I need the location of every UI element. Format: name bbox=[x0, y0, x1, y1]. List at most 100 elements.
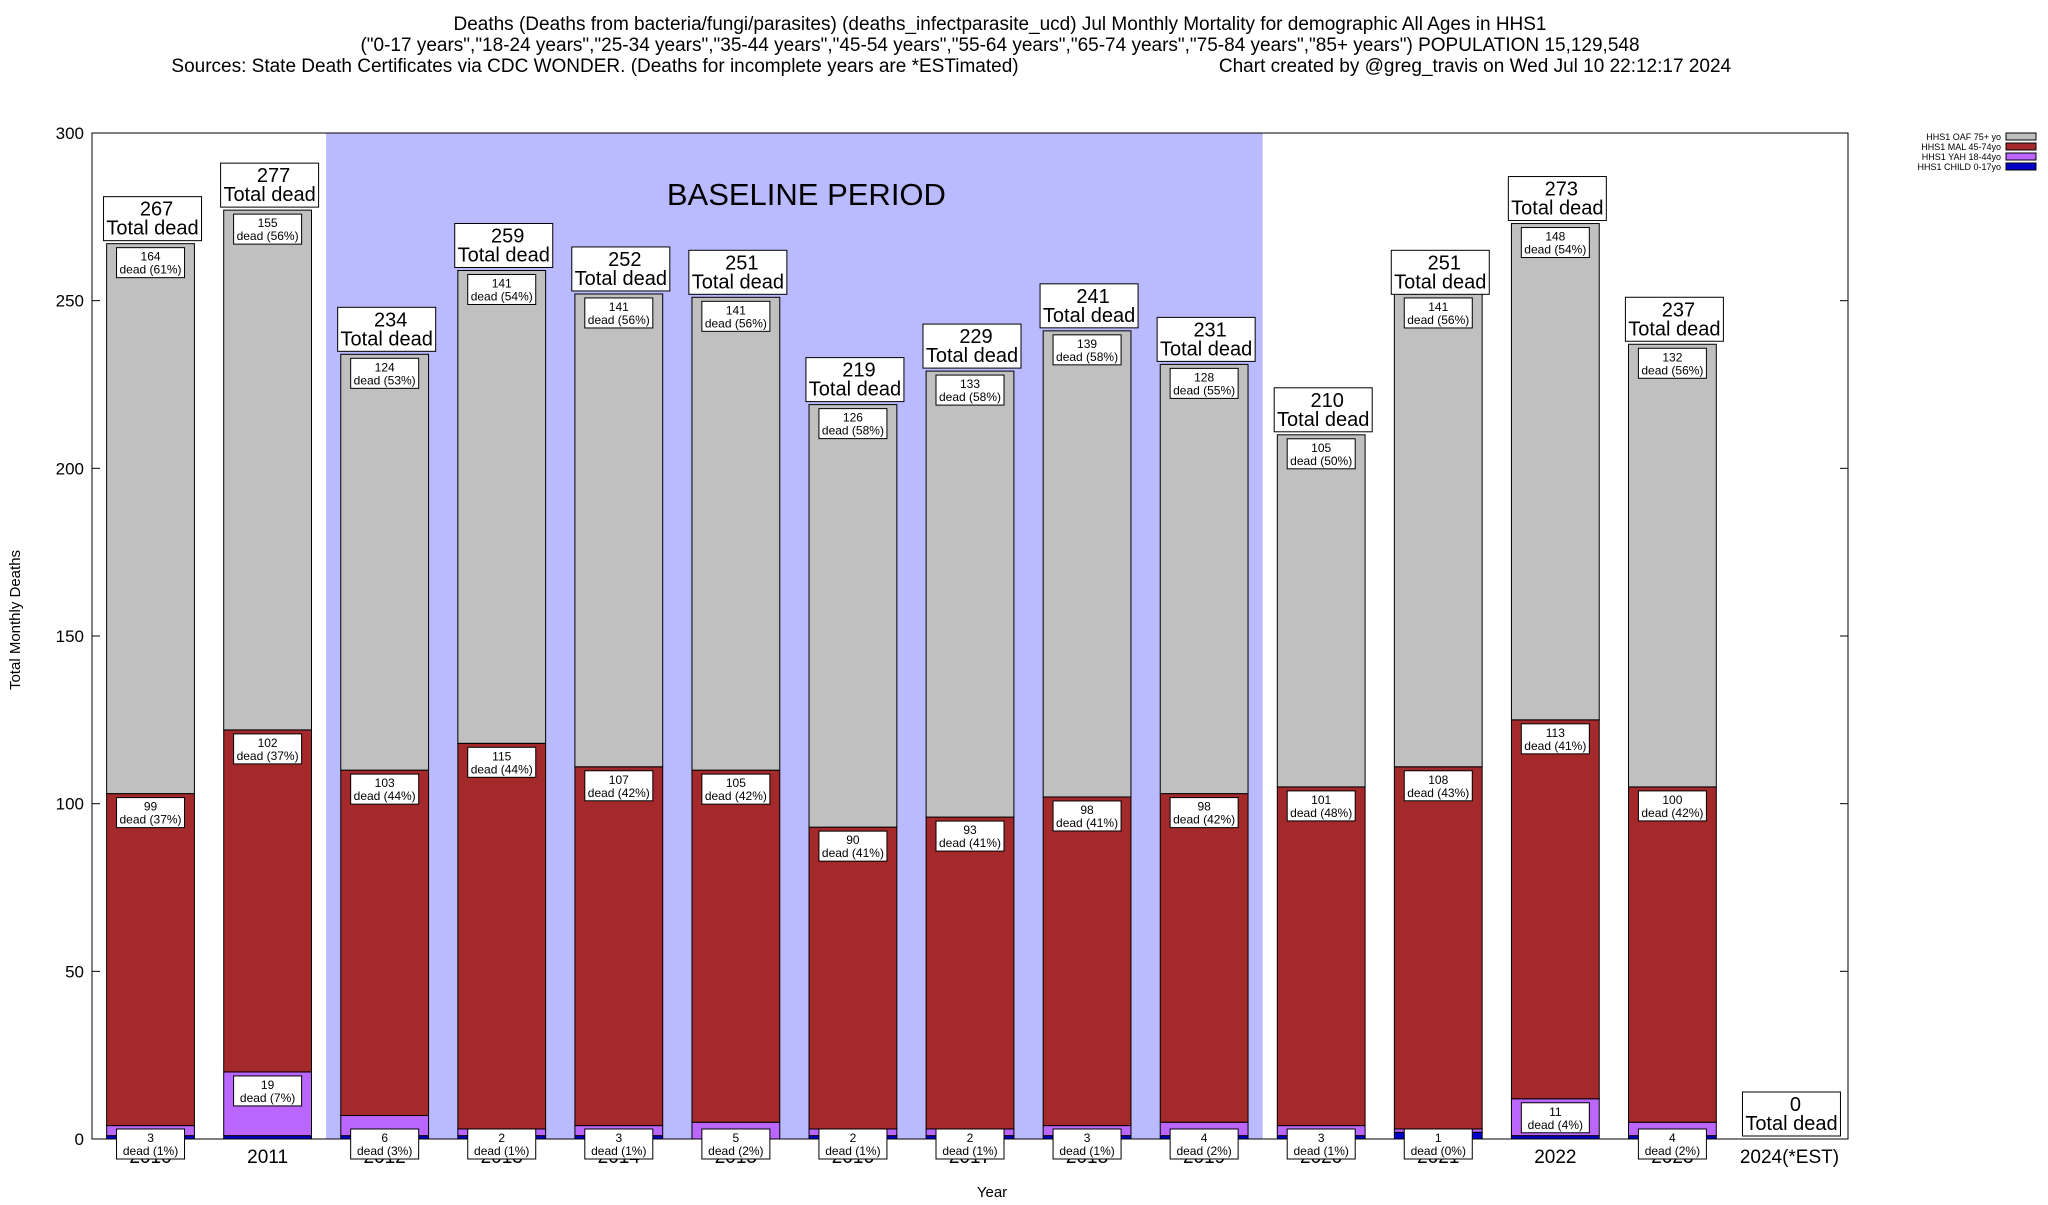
segment-label-value: 1 bbox=[1435, 1131, 1442, 1145]
segment-label-value: 108 bbox=[1428, 773, 1448, 787]
segment-label-value: 6 bbox=[381, 1131, 388, 1145]
bar-segment bbox=[106, 243, 195, 795]
segment-label-value: 133 bbox=[960, 377, 980, 391]
segment-label-box bbox=[1169, 367, 1239, 399]
bar-segment bbox=[808, 404, 898, 828]
segment-label-box bbox=[701, 300, 771, 332]
segment-label-box bbox=[584, 1128, 654, 1160]
segment-label-box bbox=[1286, 438, 1356, 470]
segment-label-percent: dead (56%) bbox=[237, 229, 299, 243]
bar-segment bbox=[925, 816, 1015, 1130]
segment-label-percent: dead (56%) bbox=[588, 313, 650, 327]
y-tick-label: 200 bbox=[56, 459, 84, 478]
legend-label: HHS1 YAH 18-44yo bbox=[1922, 152, 2001, 162]
segment-label-percent: dead (56%) bbox=[1641, 363, 1703, 377]
segment-label-value: 3 bbox=[615, 1131, 622, 1145]
y-tick-label: 300 bbox=[56, 124, 84, 143]
total-label-text: Total dead bbox=[458, 244, 550, 266]
segment-label-value: 2 bbox=[967, 1131, 974, 1145]
total-label-value: 219 bbox=[842, 360, 875, 382]
segment-label-box bbox=[1052, 1128, 1122, 1160]
segment-label-percent: dead (2%) bbox=[1645, 1144, 1700, 1158]
segment-label-percent: dead (1%) bbox=[1059, 1144, 1114, 1158]
segment-label-percent: dead (56%) bbox=[705, 316, 767, 330]
segment-label-box bbox=[818, 1128, 888, 1160]
segment-label-value: 141 bbox=[1428, 300, 1448, 314]
segment-label-percent: dead (55%) bbox=[1173, 383, 1235, 397]
segment-label-value: 126 bbox=[843, 411, 863, 425]
segment-label-value: 19 bbox=[261, 1078, 275, 1092]
bar-segment bbox=[223, 209, 312, 731]
segment-label-value: 128 bbox=[1194, 370, 1214, 384]
bar-segment bbox=[1042, 330, 1132, 798]
segment-label-box bbox=[584, 297, 654, 329]
bar-segment bbox=[1159, 793, 1249, 1123]
y-tick-label: 250 bbox=[56, 292, 84, 311]
segment-label-percent: dead (41%) bbox=[822, 846, 884, 860]
total-label-box bbox=[454, 222, 554, 268]
segment-label-percent: dead (41%) bbox=[939, 836, 1001, 850]
segment-label-value: 3 bbox=[147, 1131, 154, 1145]
segment-label-value: 98 bbox=[1080, 803, 1094, 817]
total-label-value: 259 bbox=[491, 225, 524, 247]
total-label-text: Total dead bbox=[1394, 271, 1486, 293]
segment-label-percent: dead (1%) bbox=[123, 1144, 178, 1158]
y-tick-label: 0 bbox=[75, 1130, 84, 1149]
total-label-value: 252 bbox=[608, 249, 641, 271]
total-label-text: Total dead bbox=[926, 345, 1018, 367]
legend-label: HHS1 OAF 75+ yo bbox=[1926, 132, 2001, 142]
segment-label-box bbox=[1169, 1128, 1239, 1160]
segment-label-value: 2 bbox=[498, 1131, 505, 1145]
segment-label-value: 3 bbox=[1084, 1131, 1091, 1145]
legend-swatch bbox=[2005, 142, 2037, 151]
bar-segment bbox=[574, 293, 664, 768]
segment-label-value: 93 bbox=[963, 823, 977, 837]
segment-label-percent: dead (2%) bbox=[1176, 1144, 1231, 1158]
total-label-value: 231 bbox=[1193, 319, 1226, 341]
bar-segment bbox=[340, 769, 430, 1117]
title-line-3: Sources: State Death Certificates via CD… bbox=[171, 56, 1018, 77]
total-label-text: Total dead bbox=[223, 184, 315, 206]
total-label-text: Total dead bbox=[692, 271, 784, 293]
segment-label-box bbox=[1403, 770, 1473, 802]
x-tick-label: 2011 bbox=[247, 1147, 288, 1168]
total-label-box bbox=[220, 162, 320, 208]
segment-label-box bbox=[1286, 790, 1356, 822]
segment-label-value: 164 bbox=[141, 250, 161, 264]
segment-label-box bbox=[1637, 347, 1707, 379]
segment-label-percent: dead (53%) bbox=[354, 373, 416, 387]
segment-label-value: 141 bbox=[726, 303, 746, 317]
segment-label-box bbox=[701, 1128, 771, 1160]
total-label-box bbox=[1390, 249, 1490, 295]
segment-label-percent: dead (61%) bbox=[120, 263, 182, 277]
bar-segment bbox=[457, 269, 547, 744]
total-label-value: 267 bbox=[140, 199, 173, 221]
segment-label-value: 139 bbox=[1077, 337, 1097, 351]
segment-label-box bbox=[1052, 334, 1122, 366]
bar-segment bbox=[340, 353, 430, 771]
